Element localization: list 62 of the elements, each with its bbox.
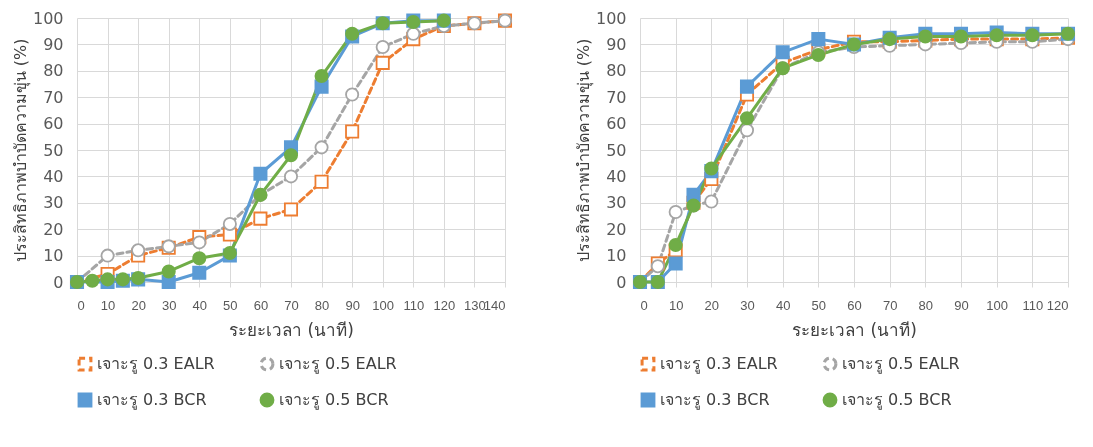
y-tick-label: 80 [43, 61, 64, 81]
x-tick-label: 20 [131, 297, 146, 313]
y-tick-label: 100 [595, 8, 627, 28]
x-tick-label: 120 [1046, 297, 1069, 313]
x-tick-label: 70 [882, 297, 898, 313]
x-tick-label: 20 [704, 297, 720, 313]
y-tick-label: 20 [43, 219, 64, 239]
x-tick-label: 110 [1022, 297, 1044, 313]
x-tick-label: 120 [433, 297, 456, 313]
x-tick-label: 70 [284, 297, 299, 313]
y-tick-label: 40 [606, 166, 627, 186]
x-tick-label: 60 [847, 297, 862, 313]
legend-label: เจาะรู 0.3 BCR [97, 390, 207, 410]
x-tick-label: 10 [100, 297, 116, 313]
x-tick-label: 130 [464, 297, 486, 313]
x-tick-label: 50 [811, 297, 827, 313]
x-axis-title: ระยะเวลา (นาที) [229, 319, 354, 340]
x-tick-label: 10 [668, 297, 684, 313]
y-tick-label: 50 [43, 140, 64, 160]
x-tick-label: 30 [161, 297, 177, 313]
y-tick-label: 10 [606, 246, 627, 266]
y-tick-label: 90 [606, 34, 627, 54]
y-tick-label: 60 [606, 114, 627, 134]
x-tick-label: 60 [253, 297, 269, 313]
legend-label: เจาะรู 0.5 EALR [279, 354, 397, 375]
legend-label: เจาะรู 0.5 EALR [842, 354, 960, 375]
x-tick-label: 0 [640, 297, 648, 313]
x-tick-label: 40 [192, 297, 208, 313]
x-tick-label: 140 [483, 297, 506, 313]
x-tick-label: 0 [77, 297, 85, 313]
y-tick-label: 10 [43, 246, 64, 266]
y-tick-label: 30 [606, 193, 627, 213]
x-tick-label: 100 [986, 297, 1009, 313]
x-tick-label: 50 [223, 297, 238, 313]
x-tick-label: 110 [403, 297, 425, 313]
legend-label: เจาะรู 0.3 BCR [660, 390, 770, 410]
y-tick-label: 40 [43, 166, 64, 186]
y-tick-label: 20 [606, 219, 627, 239]
y-tick-label: 50 [606, 140, 627, 160]
x-tick-label: 30 [740, 297, 755, 313]
legend-label: เจาะรู 0.3 EALR [97, 354, 215, 375]
y-tick-label: 100 [32, 8, 64, 28]
x-tick-label: 40 [775, 297, 791, 313]
y-tick-label: 30 [43, 193, 64, 213]
x-tick-label: 100 [372, 297, 395, 313]
x-tick-label: 90 [954, 297, 969, 313]
legend-label: เจาะรู 0.5 BCR [279, 390, 389, 410]
y-tick-label: 60 [43, 114, 64, 134]
y-tick-label: 80 [606, 61, 627, 81]
x-tick-label: 90 [345, 297, 360, 313]
y-tick-label: 0 [616, 272, 627, 292]
y-axis-title: ประสิทธิภาพบำบัดความขุ่น (%) [573, 38, 594, 263]
y-tick-label: 70 [606, 87, 627, 107]
y-tick-label: 70 [43, 87, 64, 107]
y-tick-label: 90 [43, 34, 64, 54]
y-axis-title: ประสิทธิภาพบำบัดความขุ่น (%) [10, 38, 31, 263]
y-tick-label: 0 [53, 272, 64, 292]
legend-label: เจาะรู 0.5 BCR [842, 390, 952, 410]
x-tick-label: 80 [918, 297, 934, 313]
x-axis-title: ระยะเวลา (นาที) [792, 319, 917, 340]
legend-label: เจาะรู 0.3 EALR [660, 354, 778, 375]
x-tick-label: 80 [314, 297, 330, 313]
